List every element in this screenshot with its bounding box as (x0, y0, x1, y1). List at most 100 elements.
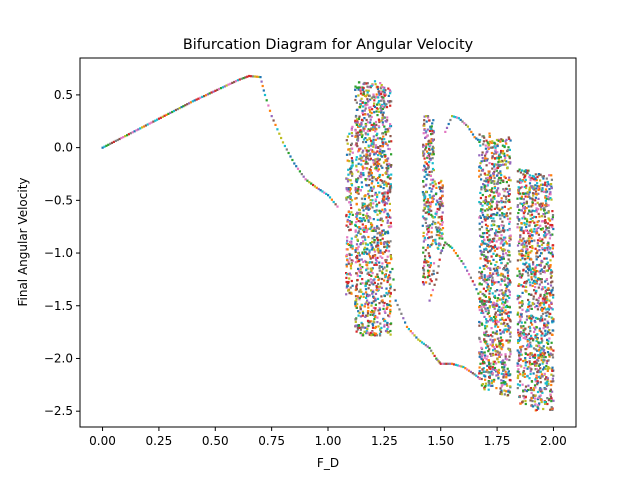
data-point (544, 280, 547, 283)
data-point (387, 276, 390, 279)
data-point (374, 297, 377, 300)
data-point (506, 372, 510, 375)
data-point (357, 219, 360, 223)
data-point (519, 301, 522, 304)
data-point (381, 123, 385, 126)
data-point (547, 342, 550, 345)
data-point (495, 229, 498, 232)
data-point (478, 320, 481, 324)
data-point (496, 247, 499, 250)
data-point (537, 233, 540, 236)
data-point (545, 365, 548, 368)
data-point (381, 118, 384, 121)
data-point (491, 146, 494, 149)
data-point (509, 320, 512, 323)
data-point (486, 150, 489, 153)
data-point (530, 345, 533, 348)
data-point (547, 217, 550, 220)
data-point (422, 154, 425, 157)
data-point (524, 229, 527, 232)
data-point (379, 334, 382, 337)
data-point (542, 220, 546, 223)
data-point (386, 246, 389, 249)
data-point (375, 209, 378, 212)
data-point (501, 150, 505, 153)
data-point (369, 199, 372, 202)
data-point (374, 309, 377, 312)
data-point (285, 148, 288, 151)
data-point (432, 272, 435, 275)
data-point (489, 352, 492, 355)
data-point (354, 95, 358, 98)
data-point (347, 168, 350, 171)
data-point (509, 350, 512, 353)
data-point (124, 135, 127, 138)
data-point (481, 310, 484, 313)
data-point (541, 391, 544, 394)
data-point (528, 209, 531, 212)
data-point (345, 224, 348, 227)
data-point (523, 281, 526, 284)
data-point (522, 246, 525, 249)
data-point (298, 170, 301, 173)
data-point (383, 153, 386, 157)
data-point (518, 332, 522, 335)
data-point (546, 320, 549, 323)
data-point (347, 289, 350, 292)
data-point (504, 306, 507, 309)
data-point (362, 138, 366, 141)
data-point (494, 234, 497, 237)
data-point (351, 125, 354, 128)
data-point (380, 92, 383, 95)
data-point (502, 381, 505, 384)
data-point (376, 193, 379, 196)
data-point (380, 295, 383, 298)
data-point (375, 95, 378, 98)
data-point (383, 94, 386, 97)
data-point (375, 164, 378, 167)
data-point (508, 236, 511, 239)
data-point (430, 226, 433, 229)
data-point (426, 199, 429, 202)
data-point (478, 355, 481, 358)
data-point (360, 181, 363, 184)
data-point (539, 239, 542, 242)
data-point (475, 137, 478, 140)
data-point (364, 314, 368, 317)
data-point (528, 345, 531, 348)
data-point (482, 305, 485, 308)
data-point (371, 177, 374, 180)
data-point (549, 284, 553, 287)
data-point (389, 92, 392, 95)
data-point (438, 229, 441, 232)
data-point (368, 283, 371, 287)
data-point (483, 338, 486, 341)
data-point (529, 399, 532, 402)
data-point (549, 408, 552, 411)
data-point (540, 359, 543, 362)
data-point (382, 111, 385, 114)
data-point (509, 353, 512, 356)
data-point (327, 194, 330, 197)
data-point (441, 184, 444, 187)
data-point (544, 225, 548, 228)
data-point (357, 310, 360, 313)
data-point (430, 133, 433, 136)
data-point (356, 139, 360, 142)
data-point (522, 201, 525, 204)
data-point (377, 309, 380, 312)
data-point (501, 302, 504, 305)
data-point (502, 252, 505, 255)
data-point (493, 294, 496, 297)
data-point (536, 317, 539, 320)
data-point (438, 205, 442, 208)
data-point (378, 103, 381, 106)
data-point (503, 159, 506, 162)
data-point (432, 131, 435, 134)
data-point (421, 224, 424, 227)
data-point (536, 264, 539, 267)
data-point (443, 244, 446, 247)
data-point (383, 102, 386, 105)
data-point (484, 295, 487, 298)
data-point (348, 240, 352, 244)
